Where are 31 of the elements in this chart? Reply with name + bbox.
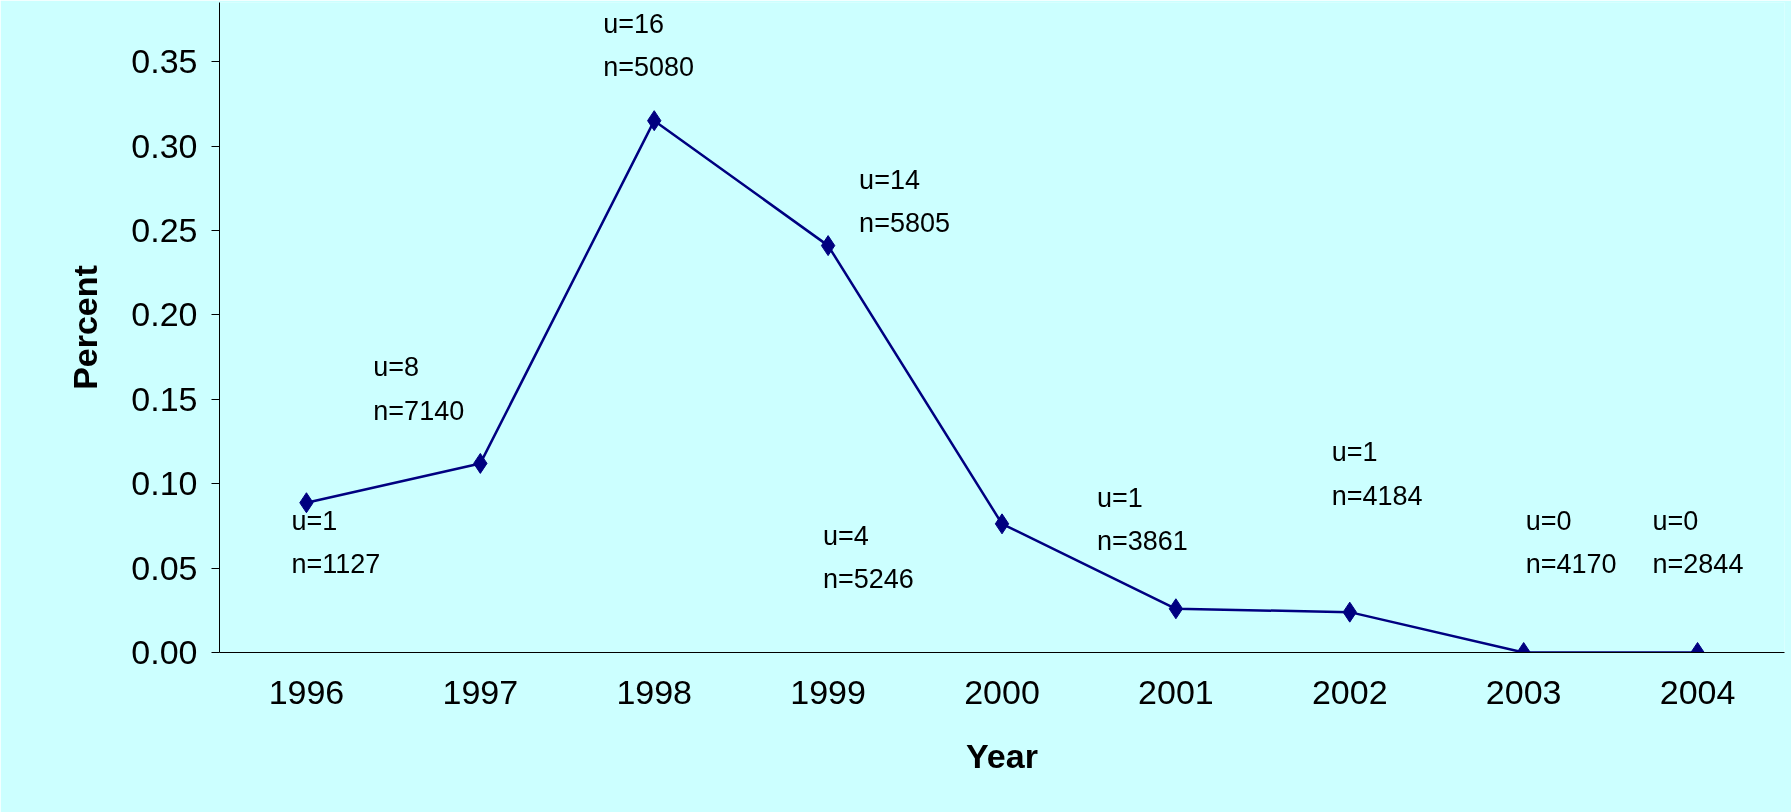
annotation: u=0 n=2844 xyxy=(1652,505,1744,579)
y-tick-label: 0.00 xyxy=(131,633,198,671)
y-tick-label: 0.10 xyxy=(131,464,198,503)
x-tick-label: 1997 xyxy=(442,672,519,711)
annotation: u=1 n=1127 xyxy=(291,505,381,580)
point xyxy=(994,513,1010,535)
annotation: u=16 n=5080 xyxy=(603,8,695,83)
x-tick-label: 2001 xyxy=(1138,672,1214,711)
y-axis-title: Percent xyxy=(66,265,105,390)
point xyxy=(1168,598,1184,620)
y-tick-label: 0.30 xyxy=(131,126,198,165)
annotation: u=14 n=5805 xyxy=(859,164,950,239)
y-tick-label: 0.25 xyxy=(131,210,198,249)
x-tick-label: 1999 xyxy=(790,672,866,711)
y-tick-label: 0.20 xyxy=(131,295,198,334)
annotation: u=1 n=3861 xyxy=(1096,482,1188,557)
annotation: u=8 n=7140 xyxy=(373,352,465,426)
x-tick-label: 1998 xyxy=(616,672,693,711)
x-tick-label: 2002 xyxy=(1311,672,1388,711)
annotation: u=1 n=4184 xyxy=(1331,437,1423,511)
y-tick-label: 0.15 xyxy=(131,379,198,418)
x-axis-title: Year xyxy=(966,736,1038,775)
point xyxy=(820,235,836,257)
y-tick-label: 0.35 xyxy=(131,42,198,81)
x-tick-label: 2000 xyxy=(964,672,1040,711)
x-tick-label: 1996 xyxy=(268,672,345,711)
y-tick-label: 0.05 xyxy=(131,548,198,587)
annotation: u=4 n=5246 xyxy=(823,520,914,595)
x-tick-label: 2003 xyxy=(1485,672,1562,711)
x-tick-label: 2004 xyxy=(1659,672,1736,711)
annotation: u=0 n=4170 xyxy=(1525,505,1617,579)
